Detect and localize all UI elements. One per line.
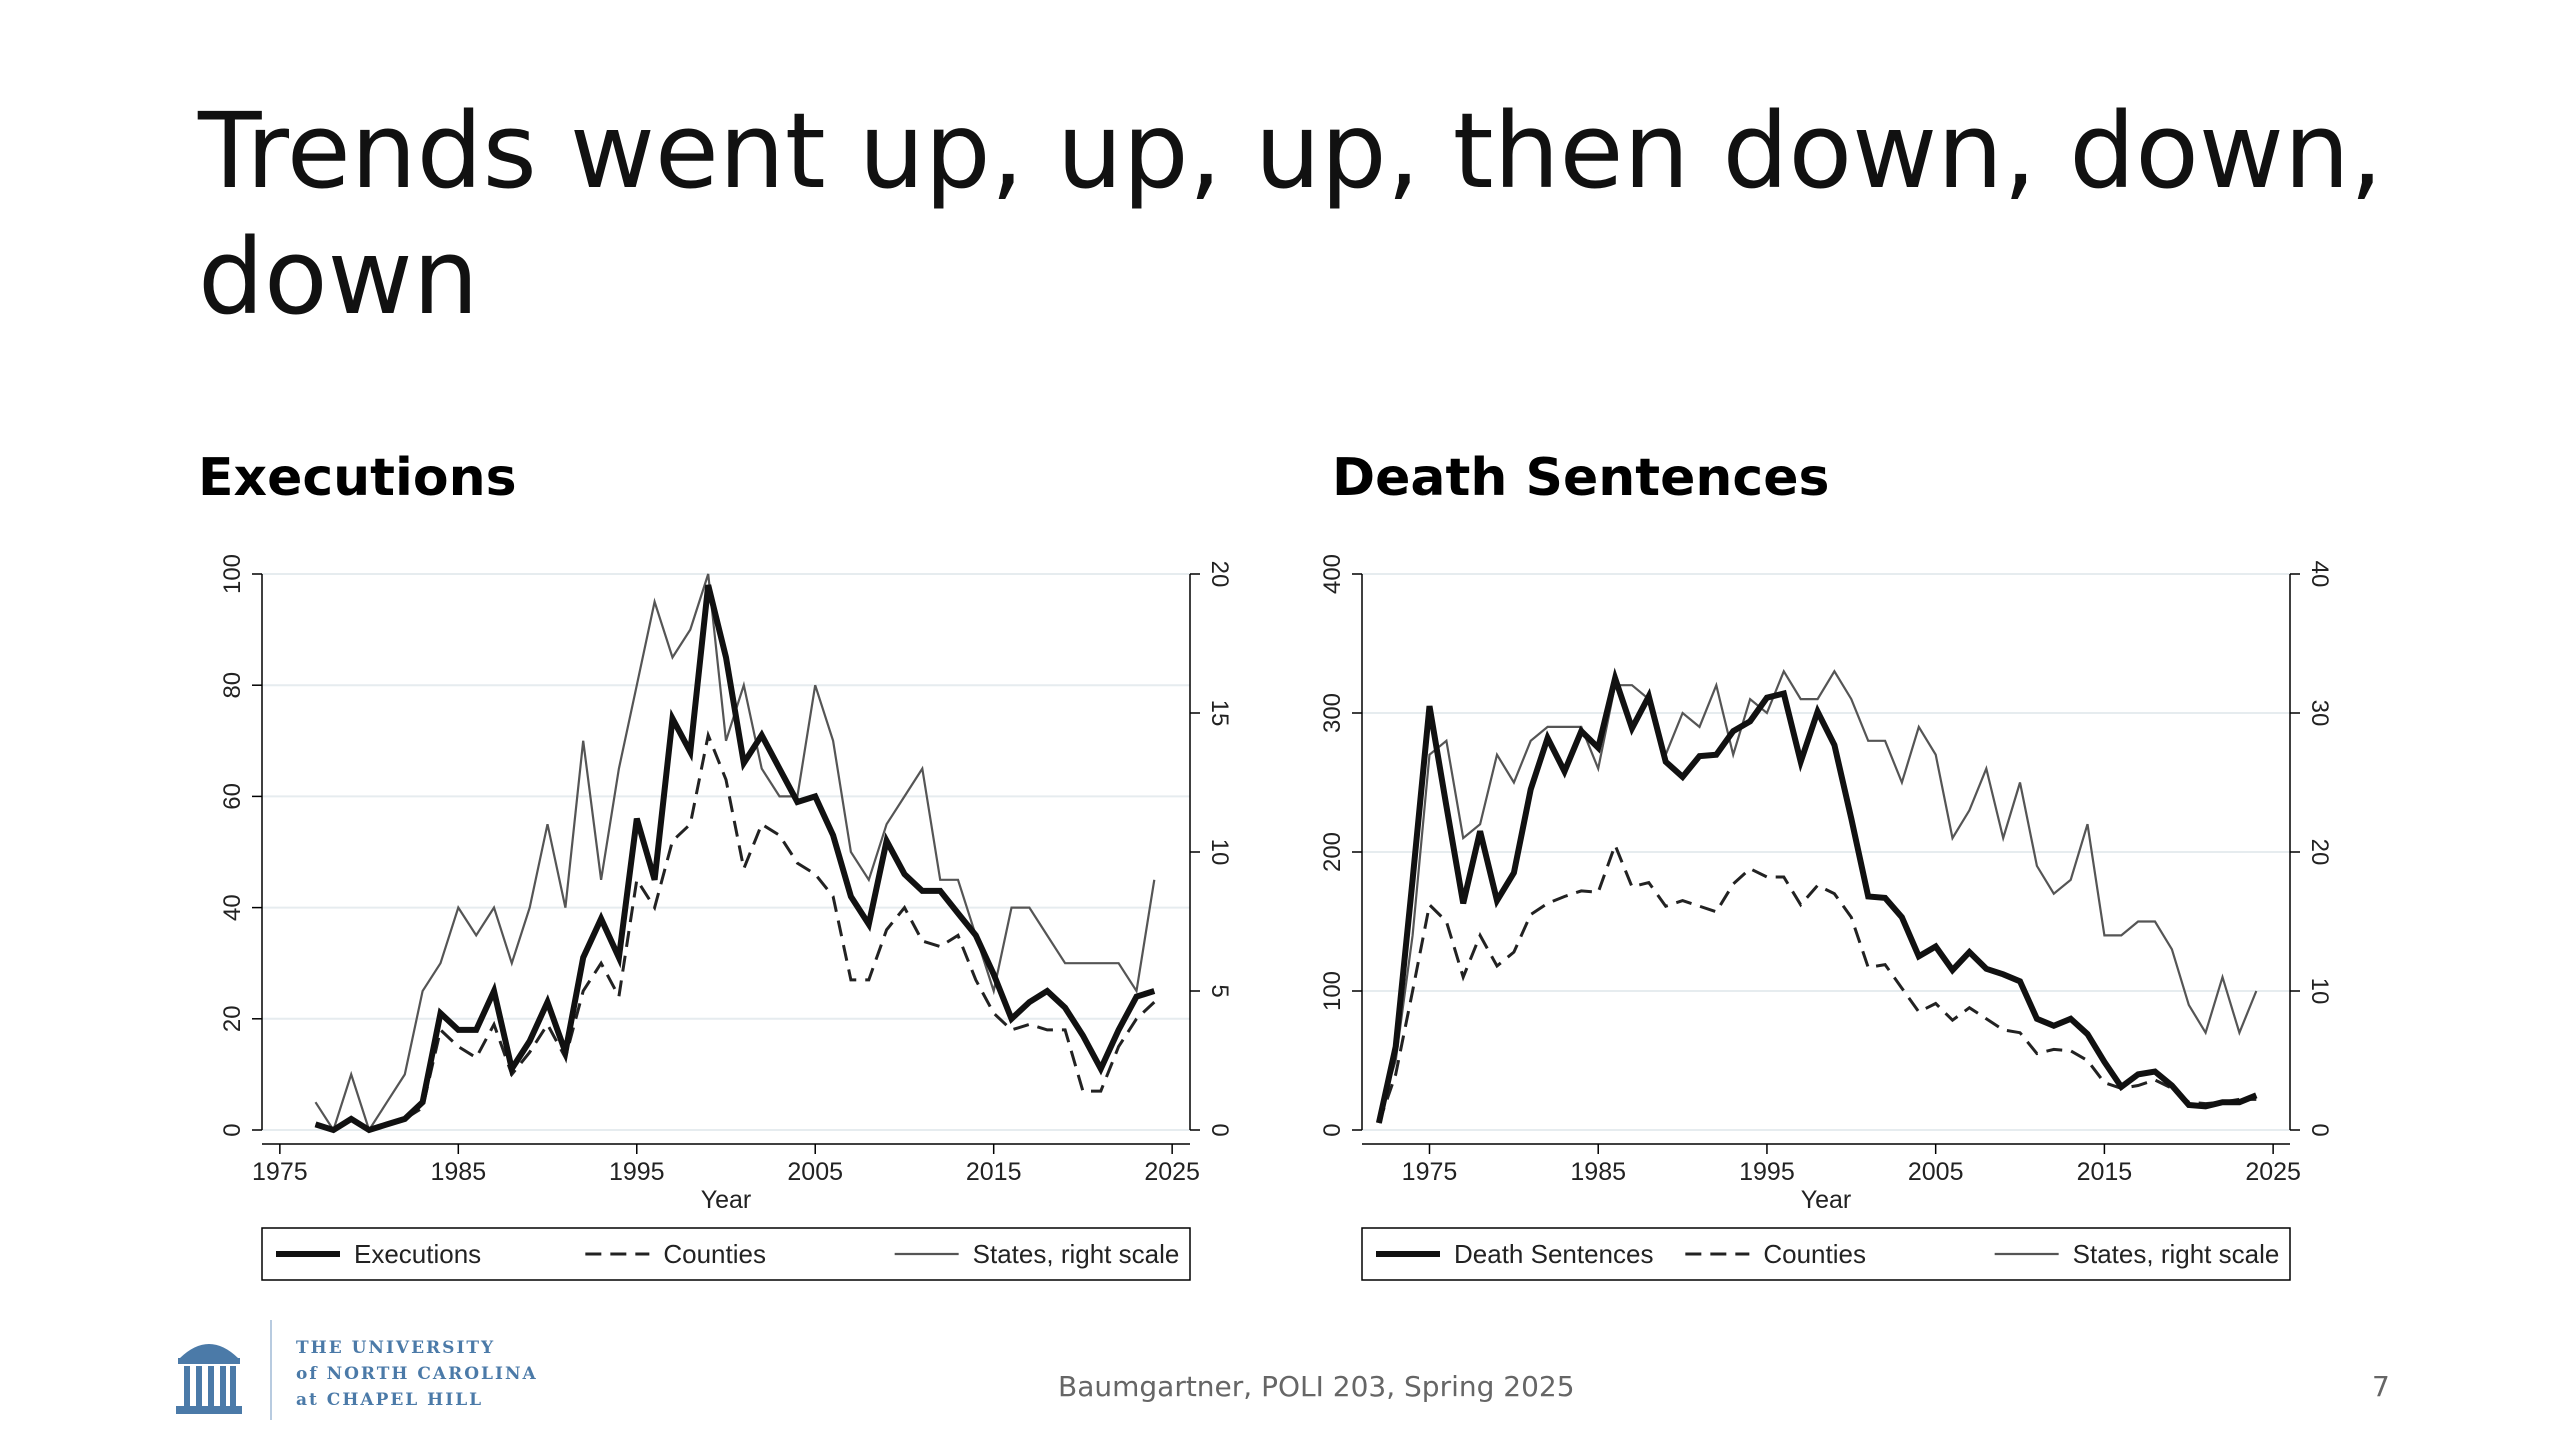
x-tick-label: 1985 bbox=[430, 1158, 486, 1186]
y-tick-label-right: 20 bbox=[1206, 561, 1233, 588]
y-tick-label-left: 60 bbox=[219, 783, 246, 810]
y-tick-label-left: 20 bbox=[219, 1005, 246, 1032]
x-tick-label: 1975 bbox=[1402, 1158, 1458, 1186]
series-line-executions bbox=[314, 584, 1156, 1134]
legend-box bbox=[1361, 1227, 2291, 1281]
page-number: 7 bbox=[2372, 1370, 2390, 1403]
x-tick-label: 2025 bbox=[1144, 1158, 1200, 1186]
series-line-states-right-scale bbox=[1377, 668, 2258, 1117]
legend-label: Counties bbox=[663, 1239, 766, 1269]
death-sentences-chart: 0 100 200 300 400 0 10 20 30 40 1975 1985 1995 2005 20… bbox=[1319, 554, 2333, 1281]
legend-label: Counties bbox=[1763, 1239, 1866, 1269]
x-axis-label: Year bbox=[1801, 1186, 1852, 1214]
y-tick-label-right: 20 bbox=[2306, 839, 2333, 866]
y-tick-label-right: 30 bbox=[2306, 700, 2333, 727]
death-sentences-chart-title: Death Sentences bbox=[1332, 448, 1830, 508]
y-tick-label-left: 400 bbox=[1319, 554, 1346, 594]
x-tick-label: 2005 bbox=[1908, 1158, 1964, 1186]
y-tick-label-right: 10 bbox=[2306, 978, 2333, 1005]
x-tick-label: 2025 bbox=[2245, 1158, 2301, 1186]
logo-line-2: of NORTH CAROLINA bbox=[296, 1364, 538, 1384]
y-tick-label-left: 100 bbox=[1319, 971, 1346, 1011]
x-tick-label: 2005 bbox=[787, 1158, 843, 1186]
legend: Executions Counties States, right scale bbox=[261, 1227, 1191, 1281]
y-tick-label-left: 300 bbox=[1319, 693, 1346, 733]
old-well-icon bbox=[176, 1344, 242, 1414]
y-tick-label-right: 5 bbox=[1206, 984, 1233, 997]
legend-label: Death Sentences bbox=[1454, 1239, 1653, 1269]
legend-label: States, right scale bbox=[973, 1239, 1180, 1269]
x-tick-label: 1985 bbox=[1570, 1158, 1626, 1186]
x-axis-label: Year bbox=[701, 1186, 752, 1214]
y-tick-label-left: 0 bbox=[1319, 1123, 1346, 1136]
y-tick-label-right: 10 bbox=[1206, 839, 1233, 866]
unc-logo: THE UNIVERSITY of NORTH CAROLINA at CHAP… bbox=[170, 1320, 550, 1430]
legend-box bbox=[261, 1227, 1191, 1281]
executions-chart-title: Executions bbox=[198, 448, 517, 508]
x-tick-label: 1975 bbox=[252, 1158, 308, 1186]
series-line-states-right-scale bbox=[314, 573, 1156, 1133]
y-tick-label-left: 40 bbox=[219, 894, 246, 921]
legend-label: States, right scale bbox=[2073, 1239, 2280, 1269]
y-tick-label-left: 100 bbox=[219, 554, 246, 594]
x-tick-label: 1995 bbox=[1739, 1158, 1795, 1186]
y-tick-label-right: 0 bbox=[1206, 1123, 1233, 1136]
y-tick-label-right: 15 bbox=[1206, 700, 1233, 727]
logo-line-1: THE UNIVERSITY bbox=[296, 1338, 496, 1358]
logo-line-3: at CHAPEL HILL bbox=[296, 1390, 484, 1410]
x-tick-label: 2015 bbox=[2077, 1158, 2133, 1186]
series-line-counties bbox=[315, 729, 1156, 1132]
y-tick-label-left: 80 bbox=[219, 672, 246, 699]
x-tick-label: 1995 bbox=[609, 1158, 665, 1186]
y-tick-label-right: 0 bbox=[2306, 1123, 2333, 1136]
y-tick-label-right: 40 bbox=[2306, 561, 2333, 588]
logo-divider bbox=[270, 1320, 272, 1420]
executions-chart: 0 20 40 60 80 100 0 5 10 15 20 1975 1985 1995 2005 2015… bbox=[219, 554, 1233, 1281]
slide-title: Trends went up, up, up, then down, down,… bbox=[198, 90, 2383, 338]
footer-text: Baumgartner, POLI 203, Spring 2025 bbox=[1058, 1370, 1575, 1403]
legend: Death Sentences Counties States, right sca… bbox=[1361, 1227, 2291, 1281]
y-tick-label-left: 200 bbox=[1319, 832, 1346, 872]
x-tick-label: 2015 bbox=[966, 1158, 1022, 1186]
y-tick-label-left: 0 bbox=[219, 1123, 246, 1136]
legend-label: Executions bbox=[354, 1239, 481, 1269]
series-line-counties bbox=[1377, 840, 2257, 1124]
series-line-death-sentences bbox=[1375, 667, 2258, 1124]
